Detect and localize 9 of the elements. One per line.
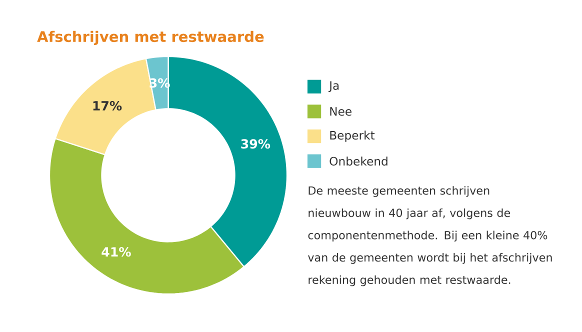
- text: De meeste gemeenten schrijven nieuwbouw in 40 jaar af, volgens de componentenmethode. Bij een kleine 40% van de gemeenten wordt bij het afschrijven rekening gehouden met restwaarde.: [308, 186, 552, 286]
- legend-label: Onbekend: [330, 156, 388, 166]
- data-label: 17%: [93, 100, 122, 111]
- legend-label: Nee: [330, 107, 352, 116]
- legend-label: Ja: [328, 81, 339, 92]
- data-label: 39%: [241, 139, 270, 149]
- data-label: 41%: [102, 247, 131, 257]
- chart-title: Afschrijven met restwaarde: [37, 30, 264, 46]
- legend-label: Beperkt: [330, 130, 375, 142]
